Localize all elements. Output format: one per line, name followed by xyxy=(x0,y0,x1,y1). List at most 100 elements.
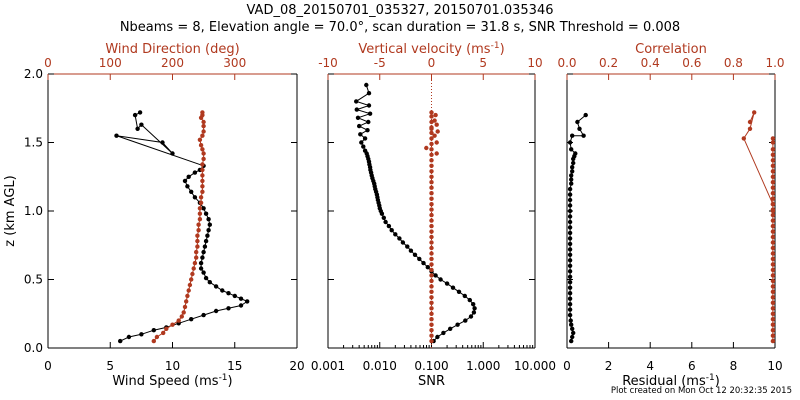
data-point xyxy=(583,112,588,118)
top-axis-label: Wind Direction (deg) xyxy=(105,42,239,57)
data-point xyxy=(195,244,200,249)
data-point xyxy=(189,189,194,194)
plot-subtitle: Nbeams = 8, Elevation angle = 70.0°, sca… xyxy=(119,20,681,35)
data-point xyxy=(429,300,434,305)
data-point xyxy=(201,129,206,134)
plot-title: VAD_08_20150701_035327, 20150701.035346 xyxy=(246,3,554,18)
data-point xyxy=(405,244,410,249)
data-point xyxy=(429,306,434,311)
data-point xyxy=(197,137,203,142)
data-point xyxy=(463,318,468,323)
data-point xyxy=(151,338,156,344)
data-point xyxy=(770,136,776,141)
data-point xyxy=(201,156,206,162)
data-point xyxy=(181,310,186,315)
data-point xyxy=(429,136,434,141)
data-point xyxy=(126,334,132,340)
data-point xyxy=(429,126,434,131)
data-point xyxy=(770,262,776,267)
top-tick-label: 10 xyxy=(527,56,542,70)
data-point xyxy=(770,328,776,333)
data-point xyxy=(569,338,574,344)
data-point xyxy=(770,240,776,245)
data-point xyxy=(471,302,476,307)
data-point xyxy=(196,228,201,233)
data-point xyxy=(577,126,582,131)
data-point xyxy=(187,282,193,288)
data-point xyxy=(194,249,199,255)
data-point xyxy=(207,280,212,285)
data-point xyxy=(429,273,434,278)
data-point xyxy=(417,256,422,262)
data-point xyxy=(770,208,776,214)
data-point xyxy=(770,322,776,327)
data-point xyxy=(567,186,573,192)
bottom-tick-label: 20 xyxy=(289,359,304,373)
data-point xyxy=(429,229,434,234)
data-point xyxy=(570,133,575,138)
data-point xyxy=(201,119,206,125)
data-point xyxy=(570,165,575,170)
data-point xyxy=(567,307,573,312)
data-point xyxy=(770,245,776,251)
data-point xyxy=(429,256,434,262)
data-point xyxy=(569,322,574,327)
data-point xyxy=(741,136,746,141)
bottom-tick-label: 10 xyxy=(165,359,180,373)
top-tick-label: 0 xyxy=(44,56,52,70)
data-point xyxy=(201,270,206,275)
data-point xyxy=(354,99,359,104)
data-point xyxy=(203,238,209,244)
data-point xyxy=(197,211,203,216)
data-point xyxy=(364,82,369,88)
top-tick-label: 300 xyxy=(223,56,246,70)
data-point xyxy=(570,169,575,174)
top-tick-label: 0.6 xyxy=(682,56,701,70)
bottom-tick-label: 1.000 xyxy=(466,359,500,373)
data-point xyxy=(207,222,212,227)
data-point xyxy=(198,195,204,200)
data-point xyxy=(434,151,439,156)
data-point xyxy=(206,217,211,222)
data-point xyxy=(245,299,250,304)
data-point xyxy=(429,130,434,136)
bottom-tick-label: 10 xyxy=(767,359,782,373)
top-axis-label: Correlation xyxy=(635,42,707,57)
data-point xyxy=(200,184,205,189)
data-point xyxy=(170,151,175,156)
data-point xyxy=(383,219,388,225)
data-point xyxy=(366,103,372,108)
data-point xyxy=(770,163,776,168)
data-point xyxy=(567,203,573,208)
data-point xyxy=(429,289,434,294)
data-point xyxy=(161,330,166,336)
data-point xyxy=(200,178,205,184)
top-tick-label: 0 xyxy=(428,56,436,70)
y-tick-label: 1.5 xyxy=(24,136,43,150)
data-point xyxy=(770,147,776,152)
data-point xyxy=(202,244,208,249)
data-point xyxy=(137,110,143,115)
data-point xyxy=(198,266,204,271)
data-point xyxy=(429,141,434,147)
data-point xyxy=(567,302,573,307)
bottom-tick-label: 10.000 xyxy=(514,359,556,373)
data-point xyxy=(770,180,776,185)
bottom-tick-label: 4 xyxy=(646,359,654,373)
data-point xyxy=(393,232,398,237)
data-point xyxy=(747,126,753,131)
data-point xyxy=(198,200,204,205)
data-point xyxy=(200,162,205,167)
data-point xyxy=(429,147,434,152)
data-point xyxy=(189,277,194,282)
data-point xyxy=(357,123,362,129)
data-point xyxy=(567,274,573,279)
bottom-tick-label: 0 xyxy=(44,359,52,373)
data-point xyxy=(118,338,123,344)
data-point xyxy=(770,251,776,256)
data-point xyxy=(200,167,205,173)
data-point xyxy=(747,119,753,125)
data-point xyxy=(570,326,575,331)
data-point xyxy=(220,288,225,293)
